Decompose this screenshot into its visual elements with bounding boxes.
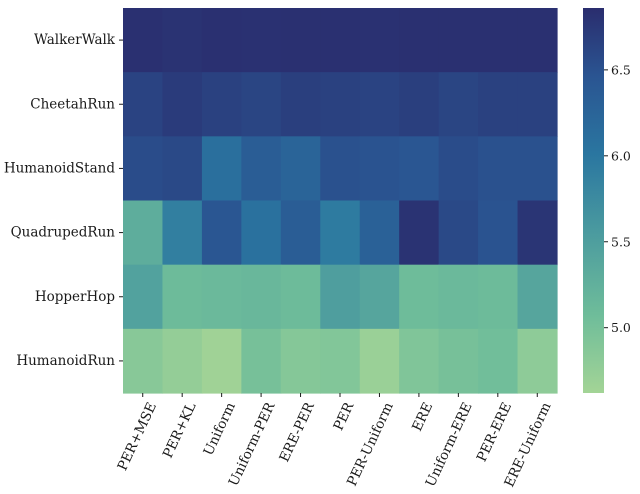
heatmap-cell xyxy=(399,264,440,330)
heatmap-cell xyxy=(123,136,164,202)
heatmap-cell xyxy=(123,8,164,73)
heatmap-cell xyxy=(162,264,203,330)
heatmap-cell xyxy=(517,136,558,202)
heatmap-cell xyxy=(359,264,400,330)
heatmap-cell xyxy=(280,8,321,73)
column-label: PER+MSE xyxy=(115,400,160,473)
heatmap-cell xyxy=(320,72,361,137)
row-label: HumanoidRun xyxy=(16,353,115,369)
heatmap-cell xyxy=(478,8,519,73)
heatmap-cell xyxy=(201,72,242,137)
colorbar-tick-label: 5.5 xyxy=(611,234,631,249)
heatmap-cell xyxy=(438,8,479,73)
column-label: ERE xyxy=(409,400,436,434)
heatmap-cell xyxy=(280,200,321,266)
heatmap-cell xyxy=(280,264,321,330)
heatmap-cell xyxy=(359,136,400,202)
heatmap-cell xyxy=(359,72,400,137)
column-label: PER-ERE xyxy=(474,400,515,464)
heatmap-cell xyxy=(438,328,479,394)
heatmap-cell xyxy=(359,8,400,73)
heatmap-cell xyxy=(123,200,164,266)
heatmap-cell xyxy=(517,264,558,330)
heatmap-cell xyxy=(438,136,479,202)
column-label: Uniform xyxy=(200,400,239,458)
column-label: ERE-PER xyxy=(276,399,318,464)
heatmap-cell xyxy=(201,264,242,330)
colorbar-tick-label: 5.0 xyxy=(611,320,631,335)
colorbar-tick-label: 6.0 xyxy=(611,148,631,163)
heatmap-cell xyxy=(438,264,479,330)
heatmap-cell xyxy=(280,136,321,202)
heatmap-cell xyxy=(399,8,440,73)
heatmap-cell xyxy=(399,328,440,394)
column-label: PER+KL xyxy=(160,400,200,461)
heatmap-cell xyxy=(201,136,242,202)
heatmap-cell xyxy=(201,328,242,394)
heatmap-cell xyxy=(123,328,164,394)
heatmap-cell xyxy=(241,200,282,266)
row-label: HopperHop xyxy=(35,289,115,305)
heatmap-cell xyxy=(517,328,558,394)
heatmap-cell xyxy=(478,200,519,266)
heatmap-cell xyxy=(320,8,361,73)
heatmap-cell xyxy=(438,72,479,137)
colorbar-ticks: 5.0 5.5 6.0 6.5 xyxy=(604,62,631,335)
row-label: WalkerWalk xyxy=(34,32,116,48)
colorbar xyxy=(583,8,604,393)
heatmap-cell xyxy=(320,200,361,266)
row-label: HumanoidStand xyxy=(4,160,116,176)
heatmap-cell xyxy=(399,136,440,202)
heatmap-cell xyxy=(359,200,400,266)
heatmap-cell xyxy=(478,264,519,330)
heatmap-cell xyxy=(399,200,440,266)
heatmap-cell xyxy=(399,72,440,137)
heatmap-cell xyxy=(162,136,203,202)
heatmap-cell xyxy=(438,200,479,266)
heatmap-cell xyxy=(241,136,282,202)
heatmap-cell xyxy=(162,200,203,266)
heatmap-cell xyxy=(478,136,519,202)
heatmap-cell xyxy=(201,200,242,266)
heatmap-cell xyxy=(123,72,164,137)
heatmap-cell xyxy=(320,136,361,202)
heatmap-cell xyxy=(478,328,519,394)
heatmap-cell xyxy=(517,72,558,137)
row-label: QuadrupedRun xyxy=(11,225,116,241)
heatmap-cell xyxy=(201,8,242,73)
heatmap-cell xyxy=(241,264,282,330)
heatmap-cell xyxy=(478,72,519,137)
heatmap-cell xyxy=(241,328,282,394)
heatmap-cell xyxy=(320,328,361,394)
row-label: CheetahRun xyxy=(30,96,115,112)
heatmap-cell xyxy=(123,264,164,330)
row-labels: WalkerWalk CheetahRun HumanoidStand Quadrup… xyxy=(4,32,123,369)
heatmap-cell xyxy=(162,72,203,137)
heatmap-cell xyxy=(241,8,282,73)
heatmap-cell xyxy=(517,8,558,73)
heatmap-cells xyxy=(123,8,558,394)
heatmap-cell xyxy=(280,328,321,394)
heatmap-cell xyxy=(280,72,321,137)
colorbar-tick-label: 6.5 xyxy=(611,62,631,77)
heatmap-cell xyxy=(241,72,282,137)
heatmap-cell xyxy=(320,264,361,330)
heatmap-cell xyxy=(162,328,203,394)
heatmap-cell xyxy=(359,328,400,394)
heatmap-cell xyxy=(517,200,558,266)
heatmap-cell xyxy=(162,8,203,73)
column-label: PER xyxy=(331,399,358,433)
